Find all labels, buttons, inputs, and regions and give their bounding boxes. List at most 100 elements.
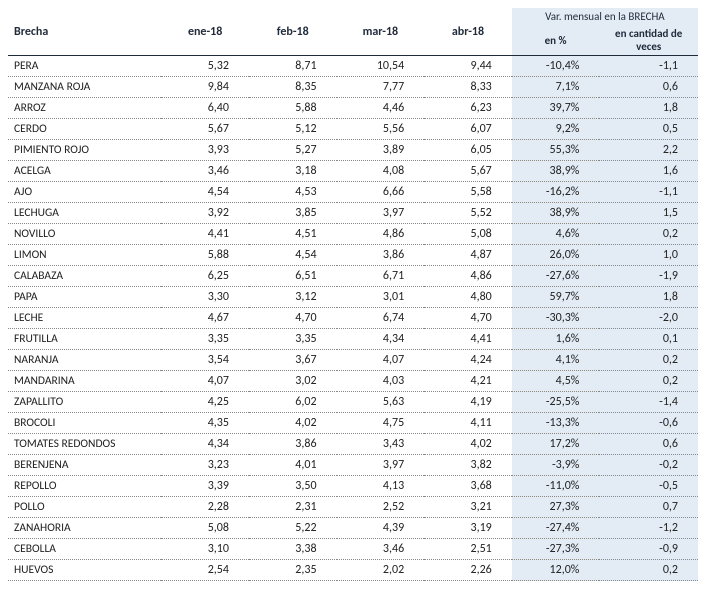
month-value: 4,41 (424, 329, 512, 350)
product-name: POLLO (8, 497, 161, 518)
product-name: PIMIENTO ROJO (8, 140, 161, 161)
table-row: BROCOLI4,354,024,754,11-13,3%-0,6 (8, 413, 698, 434)
var-pct: 12,0% (512, 560, 600, 581)
var-pct: -16,2% (512, 182, 600, 203)
table-row: LECHUGA3,923,853,975,5238,9%1,5 (8, 203, 698, 224)
month-value: 3,01 (337, 287, 425, 308)
month-value: 2,28 (161, 497, 249, 518)
month-value: 4,39 (337, 518, 425, 539)
month-value: 2,02 (337, 560, 425, 581)
month-value: 3,02 (249, 371, 337, 392)
var-qty: -0,5 (599, 476, 698, 497)
var-qty: -1,2 (599, 518, 698, 539)
month-value: 5,63 (337, 392, 425, 413)
var-qty: 0,5 (599, 119, 698, 140)
table-row: NARANJA3,543,674,074,244,1%0,2 (8, 350, 698, 371)
product-name: CALABAZA (8, 266, 161, 287)
month-value: 3,86 (337, 245, 425, 266)
month-value: 6,23 (424, 98, 512, 119)
month-value: 4,86 (424, 266, 512, 287)
month-value: 7,77 (337, 77, 425, 98)
product-name: BERENJENA (8, 455, 161, 476)
month-value: 3,39 (161, 476, 249, 497)
month-value: 3,93 (161, 140, 249, 161)
col-header-var-pct: en % (512, 25, 600, 56)
product-name: ZANAHORIA (8, 518, 161, 539)
month-value: 5,22 (249, 518, 337, 539)
product-name: ACELGA (8, 161, 161, 182)
month-value: 3,21 (424, 497, 512, 518)
product-name: LECHUGA (8, 203, 161, 224)
month-value: 4,21 (424, 371, 512, 392)
month-value: 5,32 (161, 56, 249, 77)
product-name: ZAPALLITO (8, 392, 161, 413)
var-qty: 1,6 (599, 161, 698, 182)
table-row: MANZANA ROJA9,848,357,778,337,1%0,6 (8, 77, 698, 98)
table-row: ZAPALLITO4,256,025,634,19-25,5%-1,4 (8, 392, 698, 413)
product-name: ARROZ (8, 98, 161, 119)
month-value: 4,51 (249, 224, 337, 245)
month-value: 4,70 (249, 308, 337, 329)
month-value: 3,46 (161, 161, 249, 182)
month-value: 4,34 (161, 434, 249, 455)
month-value: 6,51 (249, 266, 337, 287)
month-value: 4,41 (161, 224, 249, 245)
month-value: 4,80 (424, 287, 512, 308)
product-name: PERA (8, 56, 161, 77)
table-row: REPOLLO3,393,504,133,68-11,0%-0,5 (8, 476, 698, 497)
month-value: 5,88 (161, 245, 249, 266)
product-name: NARANJA (8, 350, 161, 371)
product-name: MANZANA ROJA (8, 77, 161, 98)
month-value: 6,74 (337, 308, 425, 329)
col-header-var-group: Var. mensual en la BRECHA (512, 8, 698, 25)
var-pct: -27,4% (512, 518, 600, 539)
month-value: 3,18 (249, 161, 337, 182)
month-value: 2,35 (249, 560, 337, 581)
var-pct: 17,2% (512, 434, 600, 455)
var-qty: -0,9 (599, 539, 698, 560)
table-row: CERDO5,675,125,566,079,2%0,5 (8, 119, 698, 140)
month-value: 2,51 (424, 539, 512, 560)
month-value: 4,07 (337, 350, 425, 371)
table-row: HUEVOS2,542,352,022,2612,0%0,2 (8, 560, 698, 581)
var-pct: 59,7% (512, 287, 600, 308)
month-value: 3,54 (161, 350, 249, 371)
product-name: REPOLLO (8, 476, 161, 497)
var-qty: 0,6 (599, 77, 698, 98)
month-value: 3,30 (161, 287, 249, 308)
month-value: 4,24 (424, 350, 512, 371)
table-row: TOMATES REDONDOS4,343,863,434,0217,2%0,6 (8, 434, 698, 455)
month-value: 3,89 (337, 140, 425, 161)
month-value: 5,67 (424, 161, 512, 182)
var-pct: 4,5% (512, 371, 600, 392)
month-value: 8,71 (249, 56, 337, 77)
var-qty: 0,7 (599, 497, 698, 518)
month-value: 5,56 (337, 119, 425, 140)
table-row: PIMIENTO ROJO3,935,273,896,0555,3%2,2 (8, 140, 698, 161)
month-value: 4,54 (161, 182, 249, 203)
table-row: CEBOLLA3,103,383,462,51-27,3%-0,9 (8, 539, 698, 560)
table-row: FRUTILLA3,353,354,344,411,6%0,1 (8, 329, 698, 350)
month-value: 4,13 (337, 476, 425, 497)
month-value: 2,52 (337, 497, 425, 518)
month-value: 4,03 (337, 371, 425, 392)
var-qty: 0,2 (599, 371, 698, 392)
var-qty: -1,9 (599, 266, 698, 287)
table-row: ARROZ6,405,884,466,2339,7%1,8 (8, 98, 698, 119)
table-row: NOVILLO4,414,514,865,084,6%0,2 (8, 224, 698, 245)
var-pct: 9,2% (512, 119, 600, 140)
col-header-month-1: feb-18 (249, 8, 337, 56)
month-value: 4,46 (337, 98, 425, 119)
col-header-month-2: mar-18 (337, 8, 425, 56)
var-pct: 4,6% (512, 224, 600, 245)
var-pct: -30,3% (512, 308, 600, 329)
var-pct: 55,3% (512, 140, 600, 161)
month-value: 4,67 (161, 308, 249, 329)
product-name: BROCOLI (8, 413, 161, 434)
var-pct: -13,3% (512, 413, 600, 434)
month-value: 4,34 (337, 329, 425, 350)
month-value: 3,35 (161, 329, 249, 350)
month-value: 6,07 (424, 119, 512, 140)
var-qty: -2,0 (599, 308, 698, 329)
month-value: 3,19 (424, 518, 512, 539)
